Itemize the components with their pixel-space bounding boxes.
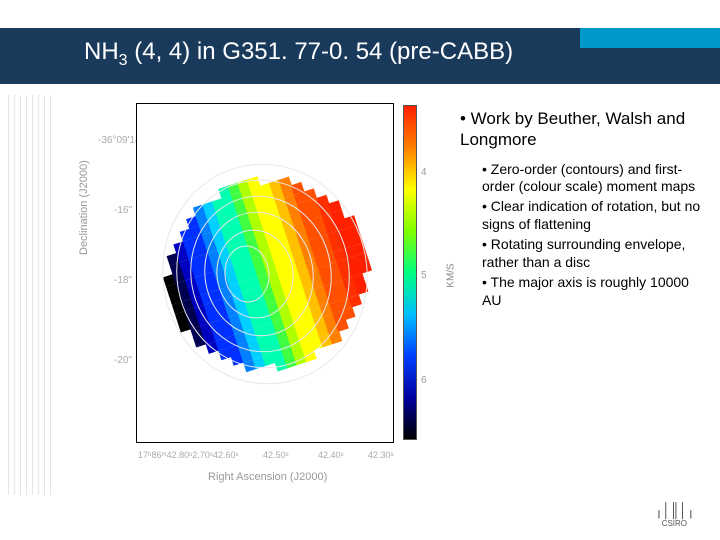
x-tick: 17ʰ86ᵐ42.80ˢ2.70ˢ xyxy=(138,450,213,460)
note-sub: • Zero-order (contours) and first-order … xyxy=(482,161,708,197)
y-tick: -20" xyxy=(98,355,132,366)
y-tick: -18" xyxy=(98,275,132,286)
moment-map-chart: Declination (J2000) Right Ascension (J20… xyxy=(88,95,448,485)
slide-title: NH3 (4, 4) in G351. 77-0. 54 (pre-CABB) xyxy=(84,38,513,70)
note-sub: • The major axis is roughly 10000 AU xyxy=(482,274,708,310)
y-axis-label: Declination (J2000) xyxy=(78,160,90,255)
x-tick: 42.50ˢ xyxy=(263,450,289,460)
velocity-field-pixels xyxy=(127,131,407,418)
header-accent-dark xyxy=(580,48,720,84)
csiro-logo: ╷│║│╷ CSIRO xyxy=(655,502,694,528)
x-axis-label: Right Ascension (J2000) xyxy=(208,471,327,483)
logo-dots-icon: ╷│║│╷ xyxy=(655,502,694,519)
logo-text: CSIRO xyxy=(655,519,694,528)
colorbar-gradient xyxy=(403,105,417,440)
colorbar-tick: 6 xyxy=(421,375,427,386)
x-tick: 42.40ˢ xyxy=(318,450,344,460)
note-sub: • Clear indication of rotation, but no s… xyxy=(482,198,708,234)
annotation-notes: • Work by Beuther, Walsh and Longmore • … xyxy=(460,108,708,312)
note-main: • Work by Beuther, Walsh and Longmore xyxy=(460,108,708,151)
y-tick: -16" xyxy=(98,205,132,216)
note-sub: • Rotating surrounding envelope, rather … xyxy=(482,236,708,272)
x-tick: 42.60ˢ xyxy=(213,450,239,460)
y-tick: -36°09'14" xyxy=(98,135,132,146)
colorbar-label: KM/S xyxy=(446,263,457,287)
colorbar-tick: 4 xyxy=(421,167,427,178)
side-rule-lines xyxy=(0,95,60,495)
colorbar-tick: 5 xyxy=(421,270,427,281)
colorbar: KM/S 4 5 6 xyxy=(403,105,421,440)
plot-frame xyxy=(136,103,394,443)
header-accent xyxy=(580,28,720,48)
x-tick: 42.30ˢ xyxy=(368,450,394,460)
